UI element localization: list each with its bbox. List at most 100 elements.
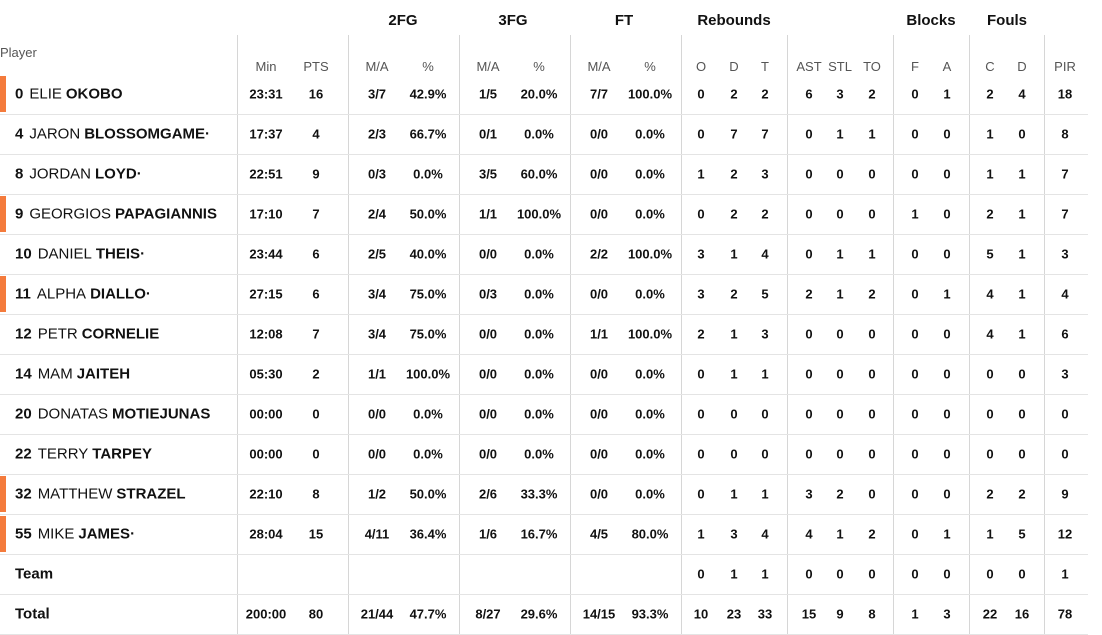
column-header: PIR <box>1054 59 1076 74</box>
stat-cell: 0 <box>836 446 844 462</box>
stat-cell: 1 <box>986 126 994 142</box>
player-number: 9 <box>15 205 24 223</box>
stat-cell: 2 <box>730 206 738 222</box>
first-name: GEORGIOS <box>29 205 112 223</box>
player-marker: · <box>145 285 151 303</box>
column-header: F <box>911 59 919 74</box>
stat-cell: 0 <box>868 206 876 222</box>
stat-cell: 2/3 <box>367 126 387 142</box>
group-header: FT <box>614 12 634 29</box>
row-highlight <box>0 76 6 112</box>
player-name: 20 DONATAS MOTIEJUNAS <box>15 406 210 423</box>
stat-cell: 1 <box>761 486 769 502</box>
stat-cell: 3 <box>761 326 769 342</box>
stat-cell: 7 <box>1061 206 1069 222</box>
stat-cell: 12 <box>1057 526 1073 542</box>
stat-cell: 0 <box>986 446 994 462</box>
stat-cell: 15 <box>308 526 324 542</box>
stat-cell: 0.0% <box>635 206 665 222</box>
stat-cell: 1 <box>761 366 769 382</box>
column-header: % <box>644 59 656 74</box>
stat-cell: 1/2 <box>367 486 387 502</box>
stat-cell: 0/0 <box>478 246 498 262</box>
player-number: 55 <box>15 525 32 543</box>
column-divider <box>681 35 682 635</box>
stat-cell: 0 <box>697 446 705 462</box>
stat-cell: 2 <box>730 286 738 302</box>
first-name: MAM <box>37 365 73 383</box>
column-header: STL <box>828 59 852 74</box>
stat-cell: 0 <box>943 246 951 262</box>
stat-cell: 0 <box>943 166 951 182</box>
player-name: 8 JORDAN LOYD· <box>15 166 142 183</box>
stat-cell: 5 <box>1018 526 1026 542</box>
stat-cell: 7 <box>730 126 738 142</box>
stat-cell: 8/27 <box>475 606 501 622</box>
last-name: JAITEH <box>76 365 131 383</box>
stat-cell: 9 <box>836 606 844 622</box>
stat-cell: 16 <box>308 86 324 102</box>
stat-cell: 1 <box>1061 566 1069 582</box>
stat-cell: 0.0% <box>524 406 554 422</box>
stat-cell: 23:44 <box>249 246 283 262</box>
stat-cell: 14/15 <box>582 606 616 622</box>
stat-cell: 1 <box>836 526 844 542</box>
stat-cell: 28:04 <box>249 526 283 542</box>
stat-cell: 2/4 <box>367 206 387 222</box>
stat-cell: 05:30 <box>249 366 283 382</box>
stat-cell: 0/0 <box>589 406 609 422</box>
stat-cell: 0 <box>911 286 919 302</box>
player-name: 0 ELIE OKOBO <box>15 86 123 103</box>
stat-cell: 2 <box>868 286 876 302</box>
stat-cell: 1 <box>1018 286 1026 302</box>
player-number: 0 <box>15 85 24 103</box>
row-divider <box>0 114 1088 115</box>
stat-cell: 3 <box>805 486 813 502</box>
stat-cell: 0 <box>943 406 951 422</box>
stat-cell: 7 <box>312 206 320 222</box>
first-name: JORDAN <box>29 165 92 183</box>
stat-cell: 9 <box>1061 486 1069 502</box>
stat-cell: 0 <box>761 446 769 462</box>
row-divider <box>0 234 1088 235</box>
stat-cell: 2 <box>986 86 994 102</box>
stat-cell: 2 <box>1018 486 1026 502</box>
stat-cell: 8 <box>868 606 876 622</box>
row-divider <box>0 154 1088 155</box>
stat-cell: 0 <box>836 566 844 582</box>
player-name: 10 DANIEL THEIS· <box>15 246 145 263</box>
stat-cell: 66.7% <box>409 126 447 142</box>
stat-cell: 22:10 <box>249 486 283 502</box>
stat-cell: 0.0% <box>524 246 554 262</box>
stat-cell: 6 <box>312 286 320 302</box>
column-header: T <box>761 59 769 74</box>
stat-cell: 3/7 <box>367 86 387 102</box>
last-name: THEIS <box>95 245 141 263</box>
stat-cell: 6 <box>1061 326 1069 342</box>
stat-cell: 1 <box>697 526 705 542</box>
player-marker: · <box>136 165 142 183</box>
stat-cell: 4 <box>761 246 769 262</box>
stat-cell: 4 <box>761 526 769 542</box>
stat-cell: 0/0 <box>367 406 387 422</box>
stat-cell: 0 <box>986 566 994 582</box>
player-name: 9 GEORGIOS PAPAGIANNIS <box>15 206 217 223</box>
last-name: STRAZEL <box>116 485 186 503</box>
stat-cell: 33.3% <box>520 486 558 502</box>
stat-cell: 75.0% <box>409 326 447 342</box>
player-marker: · <box>140 245 146 263</box>
player-number: 8 <box>15 165 24 183</box>
column-divider <box>348 35 349 635</box>
stat-cell: 0 <box>911 366 919 382</box>
stat-cell: 75.0% <box>409 286 447 302</box>
stat-cell: 1/1 <box>478 206 498 222</box>
column-header: AST <box>796 59 822 74</box>
stat-cell: 0 <box>911 406 919 422</box>
player-name: 4 JARON BLOSSOMGAME· <box>15 126 210 143</box>
last-name: DIALLO <box>90 285 146 303</box>
first-name: TERRY <box>37 445 89 463</box>
row-highlight <box>0 516 6 552</box>
stat-cell: 1 <box>943 526 951 542</box>
last-name: CORNELIE <box>81 325 160 343</box>
